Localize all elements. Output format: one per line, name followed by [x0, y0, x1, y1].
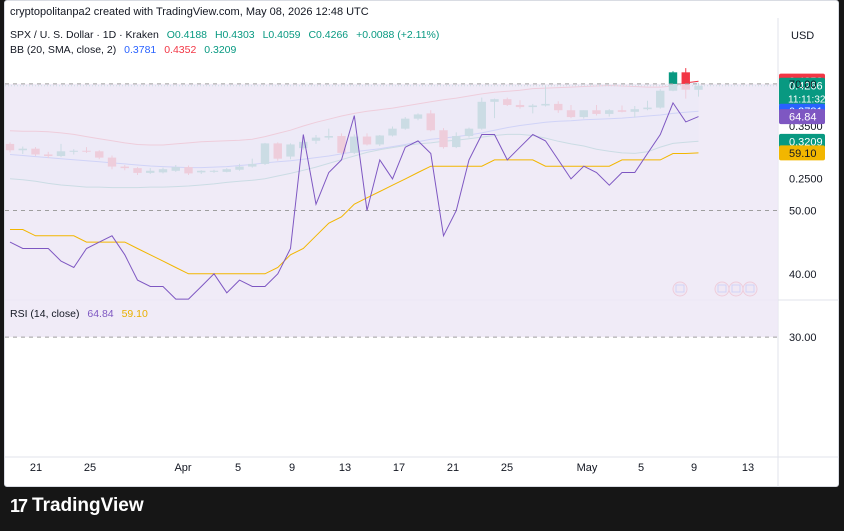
time-tick-label: 13: [339, 462, 351, 474]
rsi-axis-label: 64.84: [789, 112, 817, 124]
bb-label[interactable]: BB (20, SMA, close, 2): [10, 44, 117, 56]
bb-lower-axis-label: 0.3209: [789, 136, 823, 148]
time-tick-label: 9: [289, 462, 295, 474]
legend-open: O0.4188: [166, 29, 208, 41]
last-price-axis-label: 0.4266: [789, 81, 823, 93]
time-tick-label: 21: [30, 462, 42, 474]
rsi-ma-value: 59.10: [121, 308, 148, 320]
time-tick-label: 13: [742, 462, 754, 474]
tradingview-logo-icon: 17: [10, 495, 28, 516]
time-tick-label: 21: [447, 462, 459, 474]
footer-brand[interactable]: 17 TradingView: [10, 495, 144, 517]
rsi-value: 64.84: [87, 308, 114, 320]
rsi-axis-label-bg: [779, 109, 825, 125]
time-tick-label: 5: [235, 462, 241, 474]
legend-close: C0.4266: [308, 29, 349, 41]
bb-lower-axis-label-bg: [779, 133, 825, 149]
time-tick-label: 17: [393, 462, 405, 474]
legend-change: +0.0088 (+2.11%): [356, 29, 440, 41]
candle-body: [681, 72, 690, 90]
last-price-axis-bg: [779, 77, 825, 106]
rsi-tick-label: 40.00: [789, 269, 817, 281]
bb-upper-value: 0.4352: [164, 44, 197, 56]
rsi-tick-label: 50.00: [789, 206, 817, 218]
time-tick-label: 25: [501, 462, 513, 474]
time-tick-label: May: [577, 462, 598, 474]
rsi-tick-label: 30.00: [789, 332, 817, 344]
symbol-label[interactable]: SPX / U. S. Dollar · 1D · Kraken: [10, 29, 159, 41]
legend-rsi: RSI (14, close) 64.84 59.10: [10, 308, 153, 320]
time-tick-label: Apr: [174, 462, 191, 474]
countdown-label: 11:11:32: [788, 95, 826, 106]
price-tick-label: 0.2500: [789, 174, 823, 186]
legend-high: H0.4303: [214, 29, 255, 41]
bb-lower-value: 0.3209: [204, 44, 237, 56]
legend-bb: BB (20, SMA, close, 2) 0.3781 0.4352 0.3…: [10, 44, 241, 56]
rsi-ma-axis-label-bg: [779, 145, 825, 161]
currency-label[interactable]: USD: [791, 30, 815, 42]
time-tick-label: 5: [638, 462, 644, 474]
rsi-line: [9, 101, 699, 300]
time-tick-label: 25: [84, 462, 96, 474]
time-tick-label: 9: [691, 462, 697, 474]
rsi-label[interactable]: RSI (14, close): [10, 308, 80, 320]
legend-ohlc: SPX / U. S. Dollar · 1D · Kraken O0.4188…: [10, 29, 444, 41]
bb-basis-value: 0.3781: [124, 44, 157, 56]
legend-low: L0.4059: [262, 29, 301, 41]
rsi-ma-axis-label: 59.10: [789, 148, 817, 160]
rsi-tick-label: 70.00: [789, 79, 817, 91]
brand-name: TradingView: [32, 495, 144, 516]
candle-body: [668, 72, 678, 91]
chart-credit: cryptopolitanpa2 created with TradingVie…: [10, 6, 369, 18]
